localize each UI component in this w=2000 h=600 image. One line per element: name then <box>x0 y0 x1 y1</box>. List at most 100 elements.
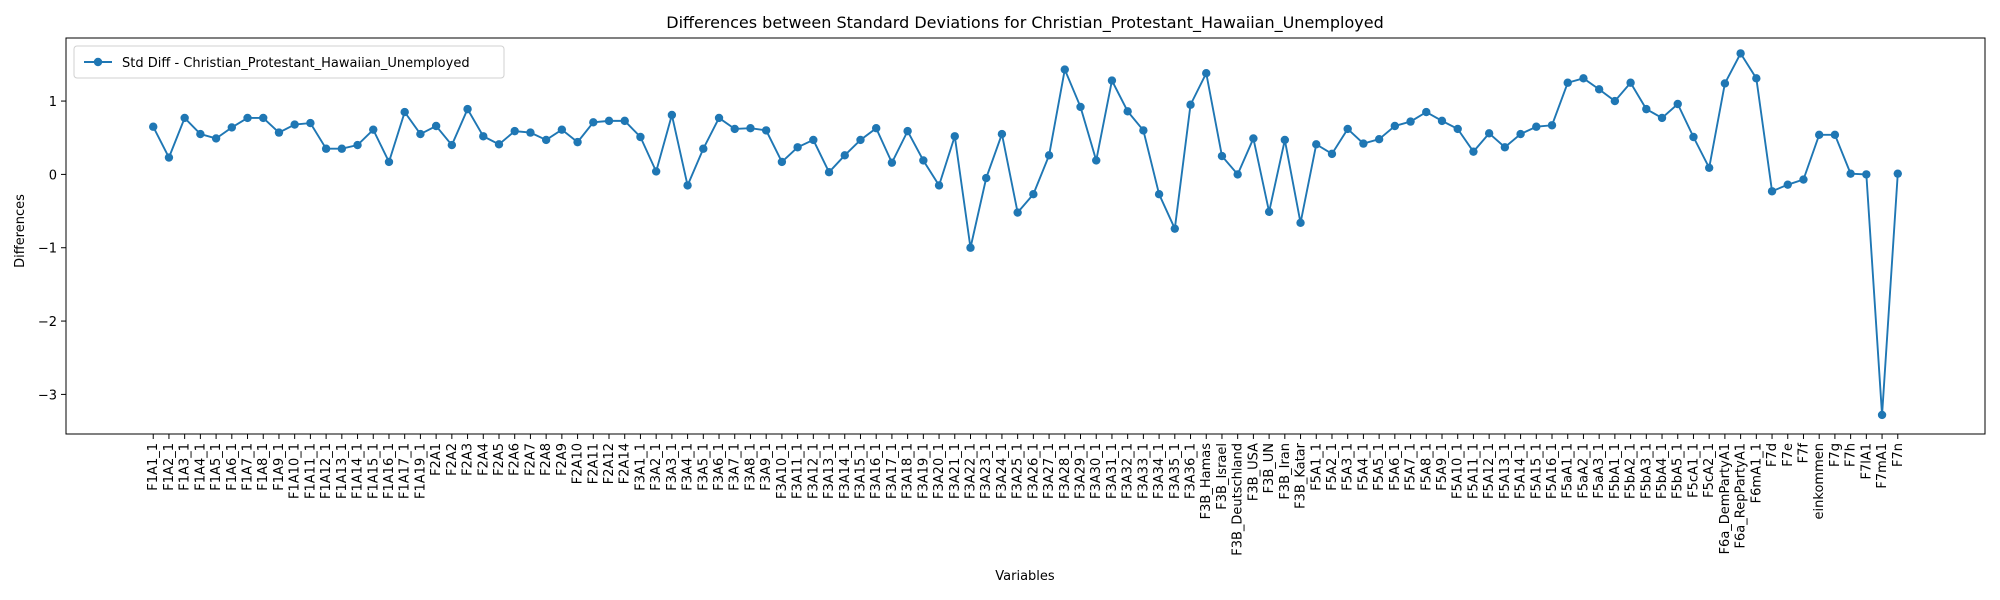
data-point <box>1202 69 1211 78</box>
data-point <box>1029 190 1038 199</box>
data-point <box>1453 124 1462 134</box>
data-point <box>589 118 598 127</box>
x-tick-label: F3A12_1 <box>806 443 821 499</box>
data-point <box>950 132 959 141</box>
data-point <box>416 129 425 139</box>
data-point <box>1186 100 1195 109</box>
data-point <box>1783 180 1792 189</box>
x-tick-label: F3A7_1 <box>728 443 743 491</box>
data-point <box>1469 147 1478 156</box>
x-tick-label: F1A15_1 <box>366 443 381 499</box>
x-tick-label: F5bA4_1 <box>1655 443 1670 499</box>
x-tick-label: F3A35_1 <box>1168 443 1183 499</box>
x-tick-label: F1A8_1 <box>256 443 271 491</box>
x-tick-label: F5A4_1 <box>1356 443 1371 491</box>
data-point <box>353 140 362 150</box>
data-point <box>541 135 551 145</box>
x-tick-label: F5bA2_1 <box>1624 443 1639 499</box>
x-tick-label: F3A18_1 <box>901 443 916 499</box>
data-point <box>1642 104 1651 114</box>
x-tick-label: F3B_USA <box>1246 443 1261 501</box>
data-point <box>290 120 299 129</box>
x-tick-label: F2A5 <box>492 443 507 476</box>
x-tick-label: F3A1_1 <box>633 443 648 491</box>
x-tick-label: F5A12_1 <box>1482 443 1497 499</box>
x-tick-label: F3A23_1 <box>979 443 994 499</box>
data-point <box>699 144 708 153</box>
x-tick-label: F3A22_1 <box>963 443 978 499</box>
data-point <box>746 124 755 133</box>
x-tick-label: F7n <box>1891 443 1906 467</box>
x-tick-label: F5A15_1 <box>1529 443 1544 499</box>
data-point <box>274 128 284 137</box>
data-point <box>620 116 629 126</box>
x-tick-label: F3A25_1 <box>1011 443 1026 499</box>
x-tick-label: F2A6 <box>508 443 523 476</box>
x-tick-label: F2A1 <box>429 443 444 476</box>
x-tick-label: F6a_DemPartyA1 <box>1718 443 1733 554</box>
data-point <box>809 135 818 145</box>
data-point <box>463 104 472 114</box>
x-tick-label: F3A15_1 <box>853 443 868 499</box>
x-tick-label: F7h <box>1844 443 1859 467</box>
x-tick-label: F3A11_1 <box>791 443 806 499</box>
data-point <box>557 125 567 134</box>
data-point <box>1877 410 1887 420</box>
data-point <box>1170 224 1180 233</box>
x-tick-label: F3A20_1 <box>932 443 947 499</box>
x-axis-label: Variables <box>995 569 1055 584</box>
x-tick-label: F5A1_1 <box>1309 443 1324 491</box>
x-tick-label: F5A9_1 <box>1435 443 1450 491</box>
data-point <box>1092 156 1101 165</box>
data-point <box>1846 169 1855 178</box>
data-point <box>1154 190 1164 199</box>
x-tick-label: F7e <box>1781 443 1796 467</box>
x-tick-label: F3A26_1 <box>1026 443 1041 499</box>
series-line <box>152 51 1899 415</box>
x-tick-label: F6a_RepPartyA1 <box>1734 443 1749 548</box>
data-point <box>164 153 174 162</box>
data-point <box>259 113 268 123</box>
data-point <box>1500 143 1510 152</box>
data-point <box>604 116 614 126</box>
data-point <box>243 113 252 123</box>
x-tick-label: F3B_Iran <box>1278 443 1293 500</box>
data-point <box>1139 126 1148 135</box>
data-point <box>400 107 409 117</box>
x-tick-label: F3A16_1 <box>869 443 884 499</box>
x-tick-label: F3A21_1 <box>948 443 963 499</box>
x-tick-label: einkommen <box>1812 443 1827 519</box>
x-tick-label: F1A17_1 <box>398 443 413 499</box>
x-tick-label: F5cA2_1 <box>1702 443 1717 498</box>
x-tick-label: F5aA1_1 <box>1561 443 1576 499</box>
x-tick-label: F5aA3_1 <box>1592 443 1607 499</box>
data-point <box>1814 130 1824 139</box>
x-tick-label: F3A31_1 <box>1105 443 1120 499</box>
x-tick-label: F2A14 <box>618 443 633 484</box>
x-tick-label: F1A19_1 <box>413 443 428 499</box>
data-point <box>1217 151 1227 161</box>
data-point <box>824 168 834 177</box>
x-tick-label: F2A9 <box>555 443 570 476</box>
x-tick-label: F3B_Katar <box>1294 442 1309 508</box>
x-tick-label: F3B_Israel <box>1215 443 1230 510</box>
data-point <box>1044 151 1054 160</box>
data-point <box>1437 116 1447 126</box>
x-tick-label: F1A4_1 <box>193 443 208 491</box>
x-tick-label: F1A5_1 <box>209 443 224 491</box>
chart-title: Differences between Standard Deviations … <box>666 13 1383 33</box>
x-tick-label: F3A5_1 <box>696 443 711 491</box>
data-point <box>149 122 158 131</box>
data-point <box>1264 207 1274 216</box>
data-point <box>840 151 849 160</box>
data-point <box>714 113 724 123</box>
x-tick-label: F5A3_1 <box>1341 443 1356 491</box>
x-tick-label: F5A8_1 <box>1419 443 1434 491</box>
x-tick-label: F3A9_1 <box>759 443 774 491</box>
data-point <box>761 126 771 135</box>
data-point <box>337 144 347 153</box>
y-tick-label: −3 <box>38 388 57 403</box>
data-point <box>1249 134 1258 143</box>
